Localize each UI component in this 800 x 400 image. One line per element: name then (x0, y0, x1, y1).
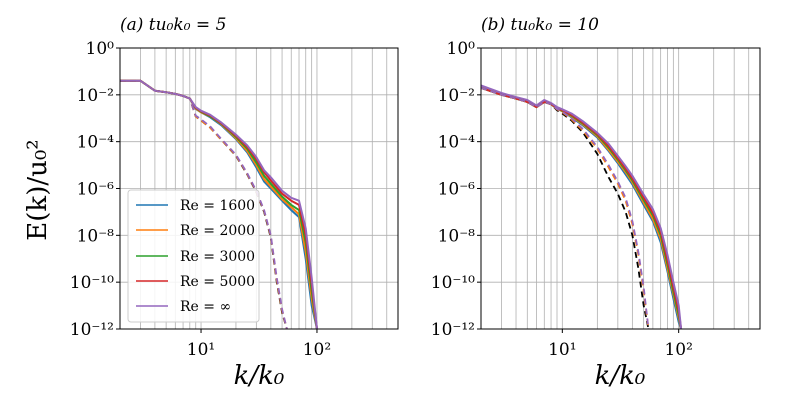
x-tick-label: 10² (303, 340, 331, 360)
legend-label: Re = 1600 (180, 198, 255, 214)
y-tick-label: 10⁻⁸ (438, 226, 476, 246)
x-tick-label: 10¹ (548, 340, 576, 360)
y-tick-label: 10⁰ (86, 39, 115, 59)
y-tick-label: 10⁻⁸ (77, 226, 115, 246)
panel-b-x-label: k/k₀ (595, 361, 646, 391)
y-tick-label: 10⁻¹² (431, 320, 475, 340)
legend-label: Re = 2000 (180, 223, 255, 239)
panel-b-title: (b) tu₀k₀ = 10 (481, 15, 599, 35)
legend-label: Re = 5000 (180, 274, 255, 290)
legend-entry: Re = 2000 (136, 223, 255, 239)
legend-entry: Re = 3000 (136, 249, 255, 265)
y-tick-label: 10⁻⁴ (438, 133, 476, 153)
y-tick-label: 10⁻⁶ (438, 180, 476, 200)
panel-a: (a) tu₀k₀ = 5 10⁰10⁻²10⁻⁴10⁻⁶10⁻⁸10⁻¹⁰10… (70, 15, 399, 391)
panel-a-x-label: k/k₀ (234, 361, 285, 391)
y-tick-label: 10⁻² (438, 86, 475, 106)
legend-entry: Re = 5000 (136, 274, 255, 290)
panel-b-series (481, 84, 683, 329)
legend-label: Re = ∞ (180, 299, 231, 315)
y-tick-label: 10⁰ (447, 39, 476, 59)
series-line (481, 84, 683, 329)
legend-box (127, 189, 260, 323)
x-tick-label: 10² (664, 340, 692, 360)
y-tick-label: 10⁻¹⁰ (70, 273, 114, 293)
panel-b: (b) tu₀k₀ = 10 10⁰10⁻²10⁻⁴10⁻⁶10⁻⁸10⁻¹⁰1… (431, 15, 761, 391)
panel-b-x-ticks: 10¹ 10² (548, 329, 693, 360)
x-tick-label: 10¹ (187, 340, 215, 360)
series-line (120, 79, 288, 329)
series-line (481, 86, 650, 329)
y-tick-label: 10⁻¹⁰ (431, 273, 475, 293)
y-tick-label: 10⁻⁶ (77, 180, 115, 200)
figure-y-label: E(k)/u₀² (23, 139, 53, 240)
y-tick-label: 10⁻² (77, 86, 114, 106)
panel-a-x-ticks: 10¹ 10² (187, 329, 331, 360)
y-tick-label: 10⁻¹² (70, 320, 114, 340)
legend-entry: Re = 1600 (136, 198, 255, 214)
series-line (481, 86, 650, 329)
panel-a-title: (a) tu₀k₀ = 5 (120, 15, 226, 35)
legend: Re = 1600 Re = 2000 Re = 3000 Re = 5000 … (127, 189, 260, 323)
panel-a-series (120, 79, 318, 329)
panel-a-y-ticks: 10⁰ 10⁻² 10⁻⁴ 10⁻⁶ 10⁻⁸ 10⁻¹⁰ 10⁻¹² (70, 39, 120, 340)
panel-b-y-ticks: 10⁰ 10⁻² 10⁻⁴ 10⁻⁶ 10⁻⁸ 10⁻¹⁰ 10⁻¹² (431, 39, 481, 340)
y-tick-label: 10⁻⁴ (77, 133, 115, 153)
panel-b-grid (480, 47, 761, 330)
legend-label: Re = 3000 (180, 249, 255, 265)
legend-entry: Re = ∞ (136, 299, 231, 315)
